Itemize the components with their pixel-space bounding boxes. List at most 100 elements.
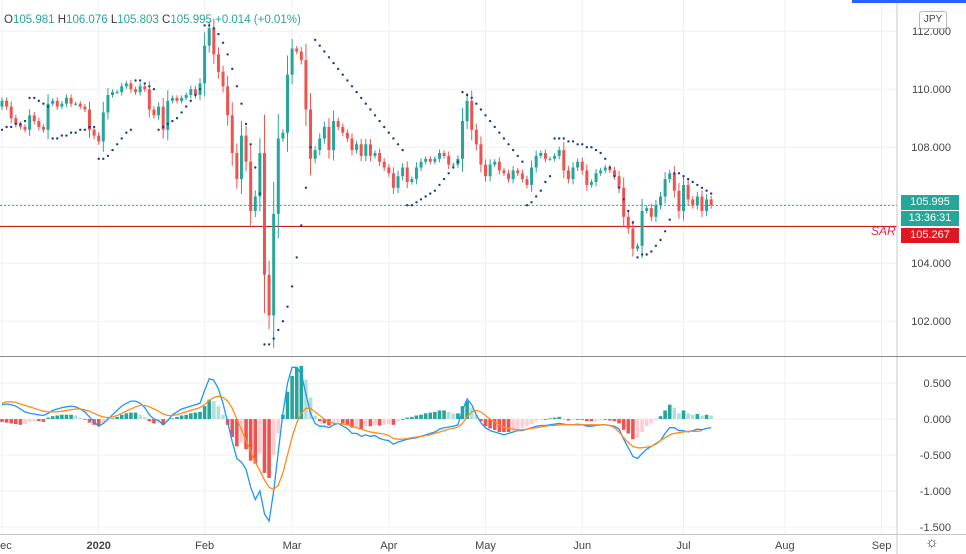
candle-body: [341, 126, 345, 133]
sar-dot: [249, 143, 252, 146]
macd-histogram-bar: [575, 419, 580, 420]
candle-body: [378, 153, 382, 162]
macd-histogram-bar: [4, 419, 9, 423]
sar-dot: [37, 99, 41, 103]
candle-body: [313, 150, 317, 159]
macd-histogram-bar: [446, 411, 451, 420]
macd-histogram-bar: [387, 419, 391, 425]
sar-dot: [300, 224, 303, 227]
candle-body: [571, 167, 575, 180]
macd-histogram-bar: [189, 413, 193, 420]
macd-histogram-bar: [658, 416, 663, 420]
sar-dot: [613, 175, 616, 178]
macd-histogram-bar: [115, 416, 119, 420]
sar-dot: [272, 337, 275, 340]
sar-dot: [125, 131, 128, 134]
macd-histogram-bar: [483, 419, 488, 427]
candle-body: [267, 274, 271, 316]
sar-dot: [69, 131, 73, 134]
macd-histogram-bar: [359, 419, 363, 430]
sar-dot: [267, 343, 271, 346]
macd-histogram-bar: [253, 419, 258, 464]
macd-histogram-bar: [677, 413, 681, 420]
candle-body: [244, 135, 248, 162]
macd-histogram-bar: [60, 414, 64, 420]
candle-body: [286, 74, 290, 133]
sar-dot: [585, 146, 589, 149]
sar-dot: [668, 218, 671, 221]
sar-dot: [608, 166, 612, 169]
macd-histogram-bar: [170, 418, 175, 420]
macd-histogram-bar: [142, 416, 147, 420]
candle-body: [382, 161, 386, 168]
sar-dot: [65, 134, 68, 137]
sar-dot: [60, 134, 64, 137]
candle-body: [497, 161, 501, 171]
candle-body: [626, 216, 630, 229]
sar-dot: [673, 172, 676, 175]
candle-body: [461, 121, 464, 159]
macd-histogram-bar: [571, 419, 575, 420]
sar-dot: [336, 67, 340, 71]
macd-histogram-bar: [534, 419, 538, 422]
price-tick-label: 104.000: [911, 258, 951, 270]
candle-body: [46, 103, 50, 130]
macd-histogram-bar: [594, 419, 598, 421]
sar-dot: [705, 189, 708, 192]
candle-body: [37, 121, 41, 127]
time-tick-label: Feb: [195, 540, 214, 552]
candle-body: [539, 153, 543, 156]
macd-histogram-bar: [492, 419, 497, 430]
macd-histogram-bar: [520, 419, 525, 428]
macd-histogram-bar: [654, 419, 658, 421]
sar-dot: [157, 128, 160, 131]
macd-histogram-bar: [161, 419, 165, 425]
macd-histogram-bar: [635, 419, 640, 438]
macd-histogram-bar: [469, 408, 474, 420]
sar-dot: [640, 253, 644, 256]
active-indicator-bar: [852, 0, 966, 3]
macd-histogram-bar: [465, 401, 469, 420]
macd-histogram-bar: [525, 419, 529, 427]
sar-dot: [488, 119, 492, 123]
candle-body: [221, 71, 225, 87]
macd-histogram-bar: [336, 419, 340, 422]
open-key: O: [4, 14, 13, 26]
countdown-label: 13:36:31: [901, 211, 959, 226]
macd-histogram-bar: [184, 414, 188, 420]
sar-dot: [452, 166, 455, 169]
candle-body: [106, 95, 110, 113]
macd-histogram-bar: [212, 401, 216, 420]
sar-dot: [28, 96, 31, 100]
macd-histogram-bar: [368, 419, 373, 427]
time-tick-label: Mar: [283, 540, 302, 552]
macd-histogram-bar: [83, 419, 87, 420]
macd-histogram-bar: [423, 413, 428, 420]
sar-dot: [208, 24, 211, 27]
sar-dot: [433, 189, 437, 192]
macd-histogram-bar: [405, 417, 410, 420]
sar-dot: [442, 177, 446, 181]
sar-dot: [378, 119, 381, 123]
sar-dot: [622, 198, 625, 201]
macd-histogram-bar: [46, 417, 50, 420]
ohlc-legend: O105.981 H106.076 L105.803 C105.995 +0.0…: [4, 14, 301, 26]
sar-dot: [332, 61, 335, 65]
macd-histogram-bar: [529, 419, 534, 425]
candle-body: [576, 161, 580, 168]
candle-body: [364, 144, 368, 156]
sar-dot: [456, 160, 460, 163]
macd-histogram-bar: [37, 419, 41, 422]
gear-icon[interactable]: ☼: [925, 534, 939, 551]
macd-histogram-bar: [363, 419, 368, 427]
sar-dot: [470, 96, 473, 100]
sar-dot: [461, 90, 464, 94]
sar-dot: [346, 79, 349, 82]
signal-line: [1, 395, 703, 491]
candle-body: [705, 199, 709, 211]
candle-body: [659, 196, 663, 206]
macd-histogram-bar: [299, 365, 304, 420]
currency-badge[interactable]: JPY: [919, 11, 947, 29]
